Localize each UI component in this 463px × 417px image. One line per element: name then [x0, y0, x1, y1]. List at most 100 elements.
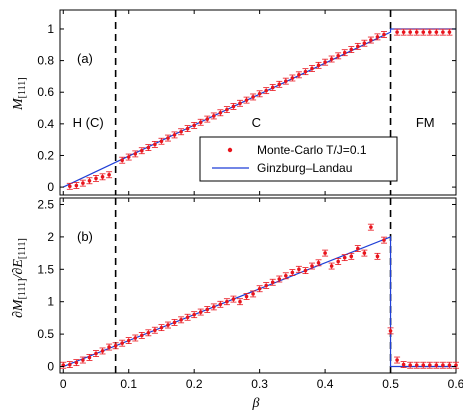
- panel-a: 0 0.2 0.4 0.6 0.8 1 (a) H (C) C FM Monte-Carl…: [11, 9, 457, 196]
- region-label-fm: FM: [416, 115, 435, 130]
- data-point-mc: [192, 123, 196, 128]
- data-point-mc: [185, 315, 190, 320]
- legend-marker-mc: [227, 147, 233, 153]
- data-point-mc: [198, 310, 203, 314]
- data-point-mc: [375, 35, 380, 39]
- data-point-mc: [434, 30, 439, 34]
- data-point-mc: [87, 178, 92, 183]
- data-point-mc: [270, 280, 275, 285]
- data-point-mc: [375, 254, 380, 259]
- data-point-mc: [68, 362, 72, 367]
- data-point-mc: [342, 255, 347, 260]
- data-point-mc: [369, 38, 373, 42]
- data-point-mc: [74, 183, 79, 188]
- data-point-mc: [290, 270, 295, 275]
- data-point-mc: [257, 286, 262, 291]
- data-point-mc: [87, 355, 92, 360]
- data-point-mc: [166, 323, 170, 327]
- x-tick-label-b: 0: [60, 377, 67, 391]
- data-point-mc: [388, 329, 393, 333]
- data-point-mc: [120, 158, 124, 163]
- data-point-mc: [421, 363, 426, 368]
- data-point-mc: [428, 30, 432, 34]
- data-point-mc: [264, 283, 268, 288]
- data-point-mc: [244, 294, 249, 299]
- y-tick-label-b: 0.5: [37, 327, 54, 341]
- y-axis-label-a-main: M: [11, 97, 26, 111]
- data-point-mc: [146, 331, 151, 335]
- data-point-mc: [336, 259, 340, 264]
- data-point-mc: [179, 129, 183, 134]
- data-point-mc: [303, 69, 308, 74]
- data-point-mc: [94, 351, 98, 356]
- y-tick-label-b: 0: [47, 360, 54, 374]
- y-tick-label-b: 1.5: [37, 262, 54, 276]
- data-point-mc: [107, 172, 111, 177]
- data-point-mc: [382, 32, 386, 37]
- y-tick-label-a: 0.8: [37, 54, 54, 68]
- x-tick-label-b: 0.2: [186, 377, 203, 391]
- data-point-mc: [362, 251, 367, 255]
- y-tick-label-a: 0.4: [37, 117, 54, 131]
- data-point-mc: [284, 79, 288, 83]
- data-point-mc: [126, 338, 131, 343]
- data-point-mc: [414, 30, 419, 34]
- data-point-mc: [310, 66, 314, 71]
- y-axis-label-b-sub2: [111]: [17, 238, 28, 259]
- data-point-mc: [264, 88, 268, 93]
- data-point-mc: [329, 57, 334, 61]
- data-point-mc: [369, 225, 373, 229]
- data-point-mc: [146, 145, 151, 150]
- data-point-mc: [349, 47, 354, 52]
- data-point-mc: [205, 307, 210, 312]
- data-point-mc: [395, 358, 399, 362]
- y-tick-label-a: 1: [47, 22, 54, 36]
- data-point-mc: [297, 73, 301, 77]
- data-point-mc: [231, 297, 236, 301]
- data-point-mc: [382, 238, 386, 242]
- data-point-mc: [94, 176, 98, 181]
- data-point-mc: [107, 345, 111, 349]
- data-point-mc: [408, 30, 412, 34]
- data-point-mc: [408, 363, 412, 368]
- data-point-mc: [277, 82, 282, 87]
- x-tick-label-b: 0.4: [317, 377, 334, 391]
- data-point-mc: [100, 349, 105, 353]
- data-point-mc: [212, 114, 216, 118]
- data-point-mc: [441, 30, 445, 34]
- data-point-mc: [284, 273, 288, 278]
- x-tick-label-b: 0.5: [382, 377, 399, 391]
- data-point-mc: [290, 76, 295, 80]
- data-point-mc: [153, 328, 157, 333]
- data-point-mc: [401, 30, 406, 34]
- y-tick-label-a: 0.6: [37, 85, 54, 99]
- y-axis-label-b: ∂M[111]/∂E[111]: [11, 238, 28, 318]
- x-tick-label-b: 0.1: [120, 377, 137, 391]
- y-tick-label-b: 2.5: [37, 197, 54, 211]
- data-point-mc: [395, 30, 399, 34]
- data-point-mc: [74, 360, 79, 365]
- data-point-mc: [133, 152, 138, 156]
- data-point-mc: [68, 184, 72, 189]
- data-point-mc: [401, 362, 406, 367]
- legend-label-mc: Monte-Carlo T/J=0.1: [257, 143, 367, 157]
- data-point-mc: [421, 30, 426, 34]
- x-tick-label-b: 0.3: [251, 377, 268, 391]
- data-point-mc: [192, 312, 196, 317]
- data-point-mc: [153, 142, 157, 147]
- y-axis-label-a: M[111]: [11, 77, 28, 111]
- legend-box: [199, 136, 398, 182]
- panel-b-tag: (b): [77, 229, 93, 244]
- y-tick-label-b: 2: [47, 230, 54, 244]
- data-point-mc: [362, 41, 367, 46]
- region-label-h: H (C): [73, 115, 104, 130]
- data-point-mc: [198, 120, 203, 125]
- data-point-mc: [251, 292, 255, 296]
- data-point-mc: [270, 85, 275, 90]
- data-point-mc: [349, 254, 354, 259]
- panel-a-tag: (a): [77, 51, 93, 66]
- data-point-mc: [179, 318, 183, 322]
- region-label-c: C: [252, 115, 261, 130]
- y-axis-label-b-den: /∂E: [11, 259, 26, 280]
- data-point-mc: [120, 341, 124, 345]
